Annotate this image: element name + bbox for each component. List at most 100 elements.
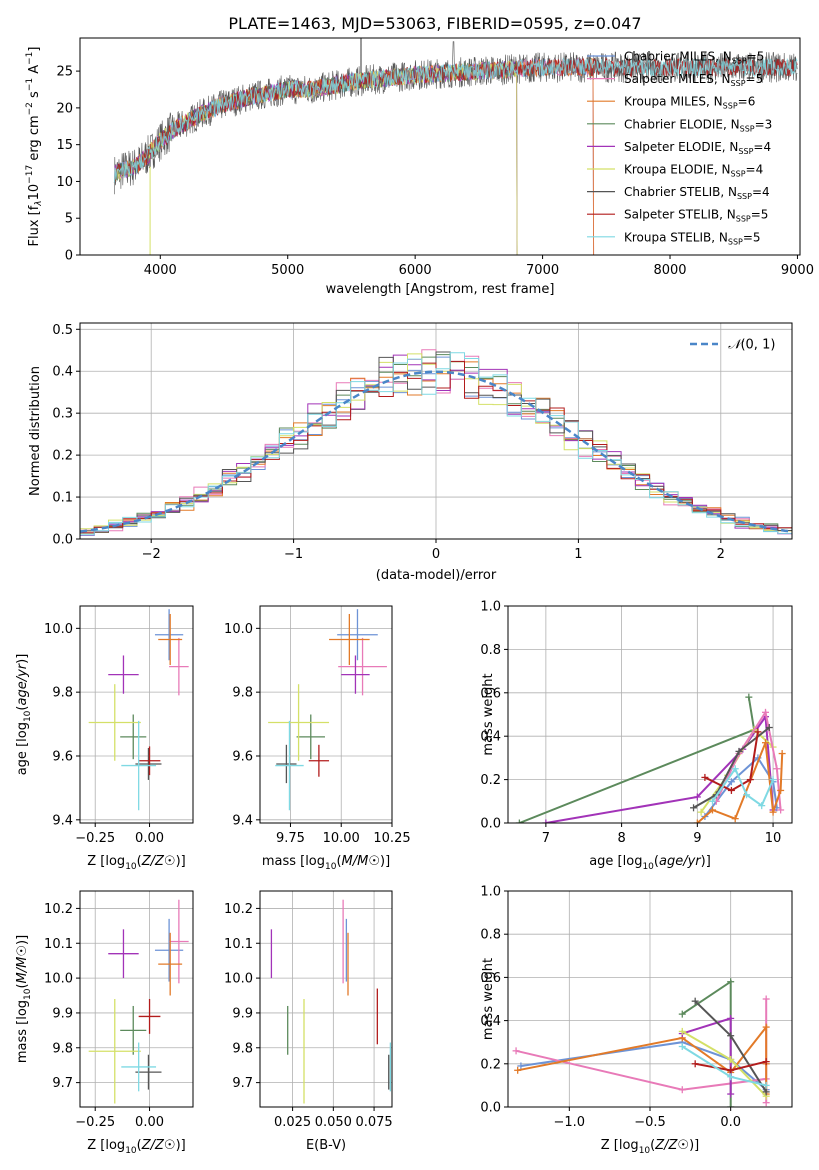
x-tick-label: 0.025: [274, 1115, 311, 1130]
label-part: 10: [125, 862, 137, 872]
y-tick-label: 0.2: [52, 449, 73, 464]
label-part: Z/Z☉: [141, 854, 176, 869]
x-tick-label: 10.25: [373, 831, 410, 846]
y-tick-label: 0.2: [480, 773, 501, 788]
label-part: (: [137, 854, 142, 869]
legend-entry: Kroupa ELODIE, NSSP=4: [624, 163, 763, 179]
label-part: mass [log: [15, 1000, 30, 1063]
weight-line-chabrier-elodie: [519, 696, 756, 823]
legend-sub: SSP: [740, 124, 755, 133]
label-part: M/M☉: [342, 854, 380, 869]
frame-mass_vs_Z: −0.25 0.009.79.89.910.010.110.2Z [log10(Z…: [15, 890, 194, 1156]
label-part: )]: [176, 1138, 186, 1153]
y-tick-label: 0.0: [52, 533, 73, 548]
weight-line-kroupa-miles: [517, 1024, 768, 1094]
legend-n: =4: [746, 163, 764, 177]
weight-line-salpeter-miles: [515, 999, 768, 1103]
y-axis-label: age [log10(age/yr)]: [15, 654, 33, 776]
label-part: 10: [23, 710, 33, 722]
y-tick-label: 5: [65, 212, 73, 227]
normal-reference-curve: [80, 370, 792, 533]
legend-label: Kroupa ELODIE, N: [624, 163, 731, 177]
legend-label: Kroupa MILES, N: [624, 95, 723, 109]
y-tick-label: 0.4: [480, 1014, 501, 1029]
label-part: 10: [23, 988, 33, 1000]
label-part: −2: [25, 102, 35, 115]
y-tick-label: 9.6: [52, 749, 73, 764]
x-tick-label: 7: [542, 831, 550, 846]
label-part: −17: [25, 165, 35, 184]
legend-n: =5: [751, 208, 769, 222]
legend-entry: Kroupa STELIB, NSSP=5: [624, 230, 761, 246]
label-part: 10: [27, 184, 42, 201]
label-part: )]: [15, 935, 30, 945]
y-tick-label: 0.8: [480, 928, 501, 943]
axes-frame: [259, 890, 393, 1108]
legend-label: Kroupa STELIB, N: [624, 230, 728, 244]
x-tick-label: −0.25: [75, 831, 115, 846]
legend-label: Salpeter MILES, N: [624, 72, 731, 86]
label-part: A: [27, 65, 42, 78]
legend-entry: Chabrier MILES, NSSP=5: [624, 50, 764, 66]
axes-frame: [79, 605, 194, 824]
weight-line-chabrier-stelib: [693, 726, 770, 809]
x-axis-label: (data-model)/error: [376, 568, 497, 583]
label-part: (: [15, 983, 30, 988]
y-axis-label: Flux [fλ10−17 erg cm−2 s−1 A−1]: [25, 47, 44, 247]
x-axis-label: mass [log10(M/M☉)]: [262, 854, 390, 872]
legend-n: =6: [738, 95, 756, 109]
plot-area-spectrum: [113, 38, 798, 255]
x-tick-label: 4000: [144, 263, 177, 278]
y-tick-label: 0.4: [480, 730, 501, 745]
model-spectrum-kroupa-elodie: [113, 59, 518, 255]
label-part: Z/Z☉: [654, 1138, 689, 1153]
label-part: Z/Z☉: [141, 1138, 176, 1153]
legend-label: Chabrier STELIB, N: [624, 185, 737, 199]
y-tick-label: 10.2: [44, 902, 73, 917]
y-tick-label: 10.1: [224, 937, 253, 952]
legend-entry: Salpeter STELIB, NSSP=5: [624, 208, 768, 224]
legend-n: =4: [752, 185, 770, 199]
axes-massweight_vs_Z: −1.0 −0.5 0.0 0.0 0.2 0.4 0.6 0.8 1.0 Z [log10(Z/…: [480, 885, 793, 1156]
label-part: erg cm: [27, 115, 42, 164]
y-tick-label: 0.0: [480, 1101, 501, 1116]
label-part: )]: [176, 854, 186, 869]
label-part: age [log: [15, 722, 30, 775]
label-part: −1: [25, 78, 35, 91]
y-tick-label: 0.6: [480, 971, 501, 986]
x-tick-label: 8: [617, 831, 625, 846]
label-part: Z [log: [87, 1138, 125, 1153]
frame-age_vs_Z: −0.25 0.009.49.69.810.0Z [log10(Z/Z☉)]age…: [15, 605, 194, 872]
label-part: age/yr: [659, 854, 702, 869]
axes-mass_vs_EBV: 0.025 0.050 0.075 9.7 9.8 9.9 10.0 10.1 10.2 E(B-…: [224, 890, 393, 1153]
weight-line-chabrier-miles: [704, 756, 778, 818]
y-tick-label: 0.6: [480, 686, 501, 701]
axes-frame: [507, 605, 793, 824]
y-tick-label: 9.8: [52, 686, 73, 701]
y-tick-label: 9.9: [52, 1006, 73, 1021]
x-tick-label: 6000: [399, 263, 432, 278]
y-tick-label: 10: [56, 175, 73, 190]
x-tick-label: 9000: [781, 263, 814, 278]
label-part: )]: [689, 1138, 699, 1153]
legend-label: Salpeter STELIB, N: [624, 208, 736, 222]
y-tick-label: 9.4: [232, 813, 253, 828]
plot-area-mass_vs_Z: [88, 899, 189, 1104]
y-tick-label: 0.5: [52, 323, 73, 338]
label-part: (: [654, 854, 659, 869]
y-tick-label: 9.6: [232, 749, 253, 764]
axes-frame: [79, 890, 194, 1108]
y-axis-label: Normed distribution: [28, 366, 43, 496]
y-tick-label: 10.2: [224, 902, 253, 917]
x-tick-label: 0.00: [135, 1115, 164, 1130]
legend-sub: SSP: [736, 215, 751, 224]
y-tick-label: 0: [65, 249, 73, 264]
y-tick-label: 1.0: [480, 885, 501, 900]
legend-sub: SSP: [728, 237, 743, 246]
legend-n: =5: [743, 230, 761, 244]
label-part: s: [27, 91, 42, 102]
y-tick-label: 10.0: [44, 622, 73, 637]
label-part: 10: [639, 1146, 651, 1156]
